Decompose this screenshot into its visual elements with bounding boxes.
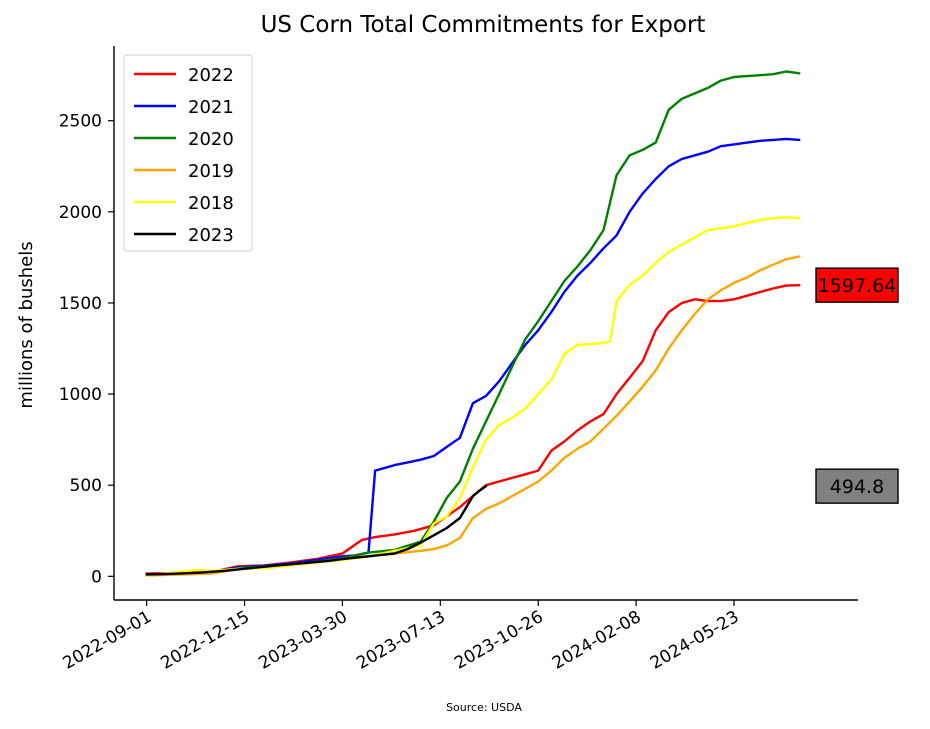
x-ticks: 2022-09-01 2022-12-15 2023-03-30 2023-07-13… bbox=[60, 600, 743, 674]
x-tick-label: 2024-02-08 bbox=[549, 607, 645, 674]
series-line-2019 bbox=[145, 255, 801, 577]
callout-label: 1597.64 bbox=[818, 275, 897, 297]
x-tick-label: 2022-09-01 bbox=[60, 607, 156, 674]
callout-label: 494.8 bbox=[830, 476, 884, 498]
x-tick-label: 2022-12-15 bbox=[157, 607, 253, 674]
legend-label-2019: 2019 bbox=[188, 161, 234, 182]
x-tick-label: 2023-07-13 bbox=[353, 607, 449, 674]
callout-box bbox=[815, 468, 899, 504]
y-tick-label: 2000 bbox=[59, 203, 102, 223]
series-line-2018 bbox=[145, 216, 801, 577]
legend-label-2022: 2022 bbox=[188, 65, 234, 86]
legend-label-2020: 2020 bbox=[188, 129, 234, 150]
y-tick-label: 0 bbox=[91, 567, 102, 587]
callout-box bbox=[815, 267, 899, 303]
y-axis-label: millions of bushels bbox=[16, 241, 37, 408]
series-line-2022 bbox=[145, 284, 801, 575]
y-tick-label: 1000 bbox=[59, 385, 102, 405]
y-tick-label: 2500 bbox=[59, 112, 102, 132]
legend-label-2023: 2023 bbox=[188, 225, 234, 246]
value-callouts: 1597.64 494.8 bbox=[815, 267, 899, 504]
legend-label-2021: 2021 bbox=[188, 97, 234, 118]
series-lines bbox=[145, 70, 801, 577]
chart-title: US Corn Total Commitments for Export bbox=[261, 12, 706, 38]
x-tick-label: 2023-10-26 bbox=[451, 607, 547, 674]
legend: 2022 2021 2020 2019 2018 2023 bbox=[123, 54, 253, 252]
x-tick-label: 2024-05-23 bbox=[647, 607, 743, 674]
y-tick-label: 500 bbox=[70, 476, 102, 496]
series-line-2023 bbox=[145, 484, 488, 576]
source-note: Source: USDA bbox=[446, 701, 522, 714]
legend-label-2018: 2018 bbox=[188, 193, 234, 214]
y-tick-label: 1500 bbox=[59, 294, 102, 314]
y-ticks: 0 500 1000 1500 2000 2500 bbox=[59, 112, 114, 587]
x-tick-label: 2023-03-30 bbox=[255, 607, 351, 674]
